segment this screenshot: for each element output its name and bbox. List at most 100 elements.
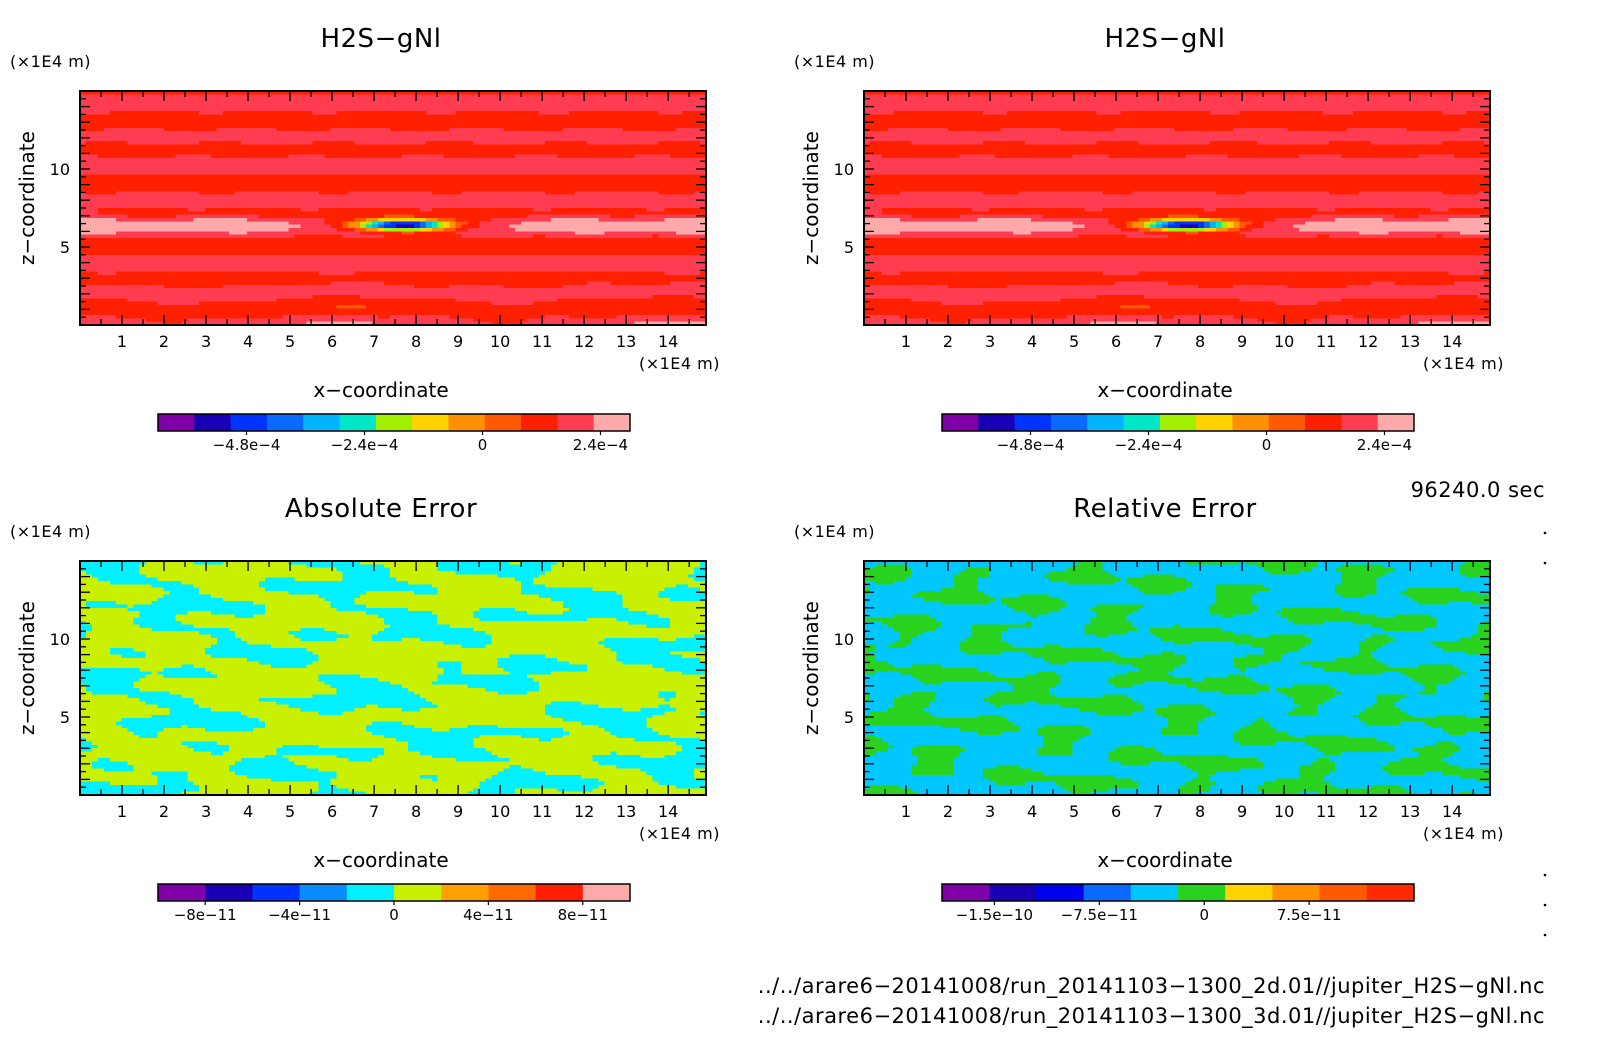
heatmap-cell: [563, 178, 570, 182]
heatmap-cell: [479, 94, 486, 98]
heatmap-cell: [611, 178, 618, 182]
heatmap-cell: [682, 201, 689, 205]
heatmap-cell: [599, 118, 606, 122]
heatmap-cell: [575, 211, 582, 215]
heatmap-cell: [438, 131, 445, 135]
heatmap-cell: [229, 131, 236, 135]
heatmap-cell: [205, 235, 212, 239]
heatmap-cell: [384, 141, 391, 145]
heatmap-cell: [402, 225, 409, 229]
heatmap-cell: [426, 211, 433, 215]
heatmap-cell: [539, 131, 546, 135]
heatmap-cell: [646, 155, 653, 159]
heatmap-cell: [158, 155, 165, 159]
heatmap-cell: [563, 131, 570, 135]
heatmap-cell: [360, 94, 367, 98]
heatmap-cell: [307, 118, 314, 122]
heatmap-cell: [169, 235, 176, 239]
heatmap-cell: [110, 131, 117, 135]
heatmap-cell: [366, 118, 373, 122]
heatmap-cell: [289, 178, 296, 182]
heatmap-cell: [527, 178, 534, 182]
heatmap-cell: [450, 201, 457, 205]
heatmap-cell: [110, 165, 117, 169]
heatmap-cell: [235, 141, 242, 145]
heatmap-cell: [581, 118, 588, 122]
heatmap-cell: [92, 108, 99, 112]
heatmap-cell: [414, 225, 421, 229]
heatmap-cell: [670, 201, 677, 205]
heatmap-cell: [670, 178, 677, 182]
heatmap-cell: [301, 178, 308, 182]
heatmap-cell: [235, 211, 242, 215]
heatmap-cell: [259, 165, 266, 169]
heatmap-cell: [563, 211, 570, 215]
heatmap-cell: [104, 118, 111, 122]
heatmap-cell: [682, 188, 689, 192]
heatmap-cell: [283, 131, 290, 135]
heatmap-cell: [491, 118, 498, 122]
heatmap-cell: [116, 141, 123, 145]
heatmap-cell: [408, 201, 415, 205]
heatmap-cell: [479, 201, 486, 205]
heatmap-cell: [229, 155, 236, 159]
heatmap-cell: [390, 225, 397, 229]
heatmap-cell: [324, 178, 331, 182]
heatmap-cell: [140, 118, 147, 122]
heatmap-cell: [110, 201, 117, 205]
heatmap-cell: [473, 225, 480, 229]
heatmap-cell: [307, 178, 314, 182]
heatmap-cell: [670, 188, 677, 192]
heatmap-cell: [104, 108, 111, 112]
heatmap-cell: [605, 201, 612, 205]
heatmap-cell: [175, 94, 182, 98]
heatmap-cell: [670, 225, 677, 229]
heatmap-cell: [354, 118, 361, 122]
heatmap-cell: [539, 201, 546, 205]
heatmap-cell: [163, 118, 170, 122]
heatmap-cell: [330, 235, 337, 239]
heatmap-cell: [92, 94, 99, 98]
heatmap-cell: [479, 178, 486, 182]
heatmap-cell: [342, 188, 349, 192]
heatmap-cell: [324, 235, 331, 239]
heatmap-cell: [128, 94, 135, 98]
heatmap-cell: [462, 225, 469, 229]
heatmap-cell: [563, 188, 570, 192]
heatmap-cell: [611, 131, 618, 135]
heatmap-cell: [283, 155, 290, 159]
heatmap-cell: [146, 165, 153, 169]
heatmap-cell: [163, 141, 170, 145]
heatmap-cell: [575, 141, 582, 145]
heatmap-cell: [396, 94, 403, 98]
heatmap-cell: [396, 225, 403, 229]
heatmap-cell: [629, 108, 636, 112]
heatmap-cell: [271, 188, 278, 192]
heatmap-cell: [694, 211, 701, 215]
heatmap-cell: [372, 131, 379, 135]
heatmap-cell: [491, 155, 498, 159]
heatmap-cell: [223, 141, 230, 145]
heatmap-cell: [569, 211, 576, 215]
heatmap-cell: [152, 131, 159, 135]
heatmap-cell: [354, 108, 361, 112]
heatmap-cell: [485, 211, 492, 215]
heatmap-cell: [652, 235, 659, 239]
heatmap-cell: [169, 165, 176, 169]
heatmap-cell: [450, 118, 457, 122]
heatmap-cell: [140, 248, 147, 252]
heatmap-cell: [402, 165, 409, 169]
heatmap-cell: [551, 118, 558, 122]
heatmap-cell: [366, 94, 373, 98]
heatmap-cell: [629, 188, 636, 192]
heatmap-cell: [402, 188, 409, 192]
heatmap-cell: [259, 178, 266, 182]
heatmap-cell: [193, 211, 200, 215]
heatmap-cell: [473, 211, 480, 215]
heatmap-cell: [420, 225, 427, 229]
heatmap-cell: [599, 94, 606, 98]
heatmap-cell: [444, 211, 451, 215]
heatmap-cell: [593, 201, 600, 205]
heatmap-cell: [289, 188, 296, 192]
heatmap-cell: [503, 178, 510, 182]
